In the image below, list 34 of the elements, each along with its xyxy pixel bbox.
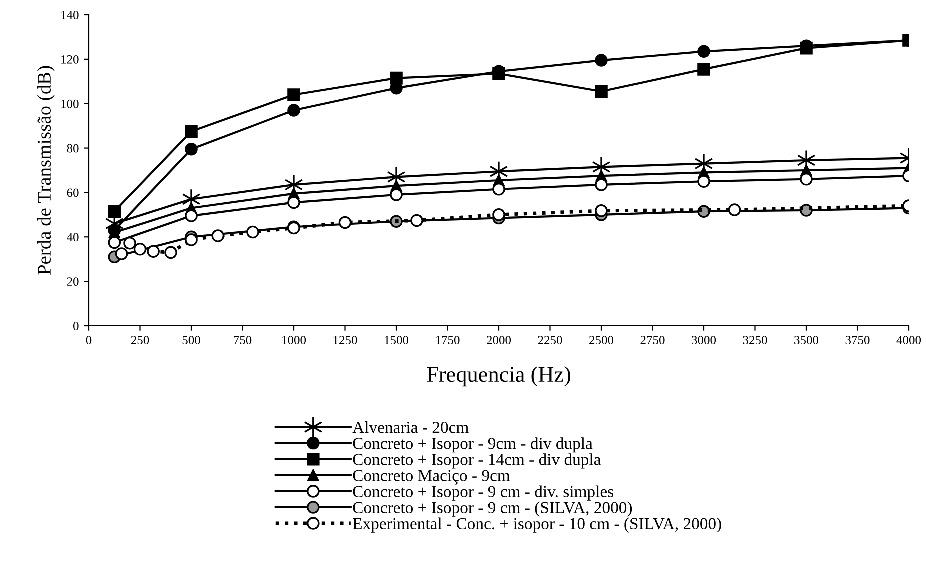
x-tick-label: 2250 <box>538 336 562 345</box>
legend-label: Alvenaria - 20cm <box>352 422 469 434</box>
x-tick-label: 3500 <box>794 336 819 345</box>
x-tick-label: 3750 <box>846 336 870 345</box>
legend-label: Concreto + Isopor - 14cm - div dupla <box>353 454 602 469</box>
y-tick-label: 120 <box>62 55 79 64</box>
x-tick-label: 2750 <box>640 336 665 345</box>
x-tick-label: 2000 <box>487 336 512 345</box>
legend-label: Concreto + Isopor - 9cm - div dupla <box>353 438 593 453</box>
y-tick-label: 140 <box>62 11 79 20</box>
y-tick-label: 20 <box>67 278 79 286</box>
y-tick-label: 100 <box>62 100 79 108</box>
x-tick-label: 3000 <box>692 336 716 345</box>
y-tick-label: 0 <box>74 322 79 330</box>
y-tick-label: 60 <box>67 188 79 198</box>
x-tick-label: 750 <box>234 336 252 345</box>
x-tick-label: 1750 <box>436 336 460 345</box>
x-tick-label: 2500 <box>590 336 614 345</box>
legend-label: Concreto + Isopor - 9 cm - (SILVA, 2000) <box>353 502 632 517</box>
x-tick-label: 1250 <box>334 336 358 345</box>
x-axis-title: Frequencia (Hz) <box>427 366 571 387</box>
y-axis-title: Perda de Transmissão (dB) <box>37 66 55 275</box>
x-tick-label: 1500 <box>385 336 409 345</box>
legend-label: Concreto Maciço - 9cm <box>353 470 510 485</box>
y-tick-label: 40 <box>67 233 79 242</box>
x-tick-label: 1000 <box>282 336 306 345</box>
y-tick-label: 80 <box>67 144 79 153</box>
legend-label: Concreto + Isopor - 9 cm - div. simples <box>353 486 614 501</box>
legend-label: Experimental - Conc. + isopor - 10 cm - (SILVA, 2000) <box>353 518 722 533</box>
x-tick-label: 500 <box>182 336 200 345</box>
x-tick-label: 4000 <box>896 336 922 345</box>
x-tick-label: 3250 <box>743 336 768 345</box>
x-tick-label: 0 <box>86 336 92 345</box>
x-tick-label: 250 <box>131 336 150 345</box>
